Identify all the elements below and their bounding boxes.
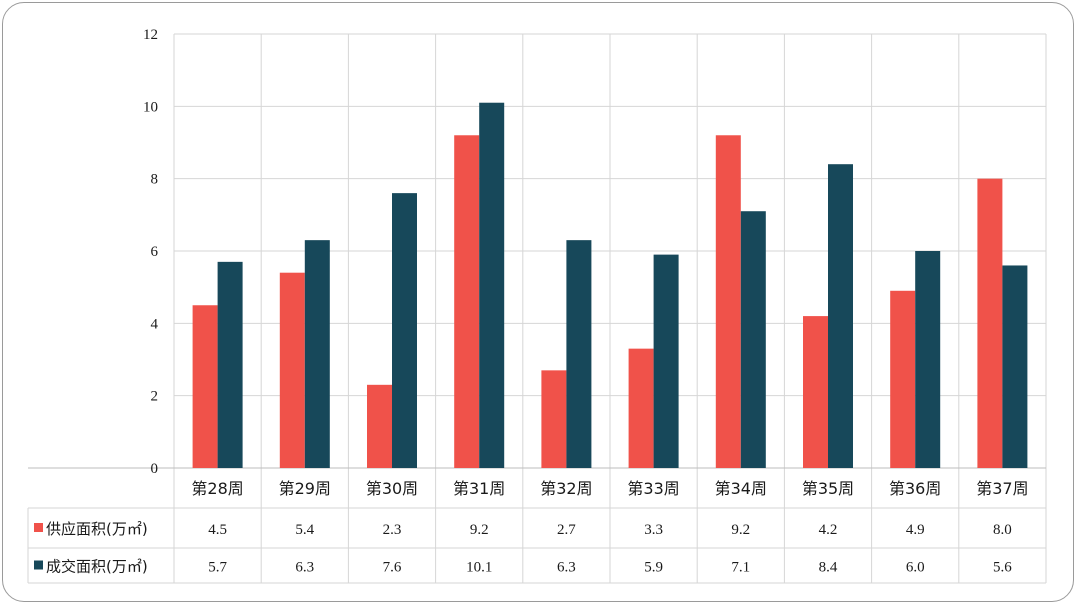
category-label: 第35周 <box>802 479 854 498</box>
data-label: 5.6 <box>993 560 1012 576</box>
bar-supply <box>803 316 828 468</box>
bar-deal <box>304 240 330 468</box>
bar-supply <box>192 305 218 468</box>
bar-deal <box>740 211 766 468</box>
legend-label: 供应面积(万㎡) <box>46 520 148 538</box>
data-label: 7.1 <box>731 560 750 576</box>
bar-supply <box>541 370 567 468</box>
bar-deal <box>915 251 941 468</box>
bar-supply <box>628 348 654 468</box>
bar-deal <box>828 164 853 468</box>
category-label: 第30周 <box>366 479 418 498</box>
data-label: 4.9 <box>906 522 925 538</box>
category-label: 第31周 <box>453 479 505 498</box>
y-tick-label: 10 <box>143 99 158 115</box>
y-tick-label: 0 <box>151 461 159 477</box>
data-label: 2.7 <box>557 522 576 538</box>
bar-deal <box>566 240 592 468</box>
y-tick-label: 12 <box>143 27 158 43</box>
legend-key <box>34 560 43 570</box>
data-label: 2.3 <box>383 522 402 538</box>
data-label: 10.1 <box>466 560 492 576</box>
data-label: 4.5 <box>208 522 227 538</box>
bar-deal <box>1002 265 1028 468</box>
bar-deal <box>392 193 417 468</box>
data-label: 8.0 <box>993 522 1012 538</box>
data-label: 8.4 <box>819 560 838 576</box>
bar-deal <box>217 261 243 468</box>
bar-supply <box>454 135 480 468</box>
y-tick-label: 6 <box>151 244 159 260</box>
category-label: 第28周 <box>191 479 243 498</box>
data-label: 6.0 <box>906 560 925 576</box>
bar-supply <box>279 272 305 468</box>
data-label: 6.3 <box>295 560 314 576</box>
data-label: 5.7 <box>208 560 227 576</box>
category-label: 第37周 <box>976 479 1028 498</box>
bar-supply <box>367 384 392 468</box>
category-label: 第32周 <box>540 479 592 498</box>
data-label: 4.2 <box>819 522 838 538</box>
bar-supply <box>977 178 1003 468</box>
data-label: 9.2 <box>731 522 750 538</box>
data-label: 6.3 <box>557 560 576 576</box>
data-label: 7.6 <box>383 560 402 576</box>
data-label: 3.3 <box>644 522 663 538</box>
bar-deal <box>479 102 505 468</box>
category-label: 第36周 <box>889 479 941 498</box>
category-label: 第33周 <box>627 479 679 498</box>
data-label: 5.4 <box>295 522 314 538</box>
data-label: 9.2 <box>470 522 489 538</box>
bar-deal <box>653 254 679 468</box>
bar-supply <box>890 290 916 468</box>
bar-supply <box>715 135 741 468</box>
y-tick-label: 8 <box>151 172 159 188</box>
y-tick-label: 4 <box>151 316 159 332</box>
legend-label: 成交面积(万㎡) <box>46 558 148 576</box>
category-label: 第34周 <box>715 479 767 498</box>
legend-key <box>34 523 43 532</box>
category-label: 第29周 <box>279 479 331 498</box>
y-tick-label: 2 <box>151 389 159 405</box>
data-label: 5.9 <box>644 560 663 576</box>
